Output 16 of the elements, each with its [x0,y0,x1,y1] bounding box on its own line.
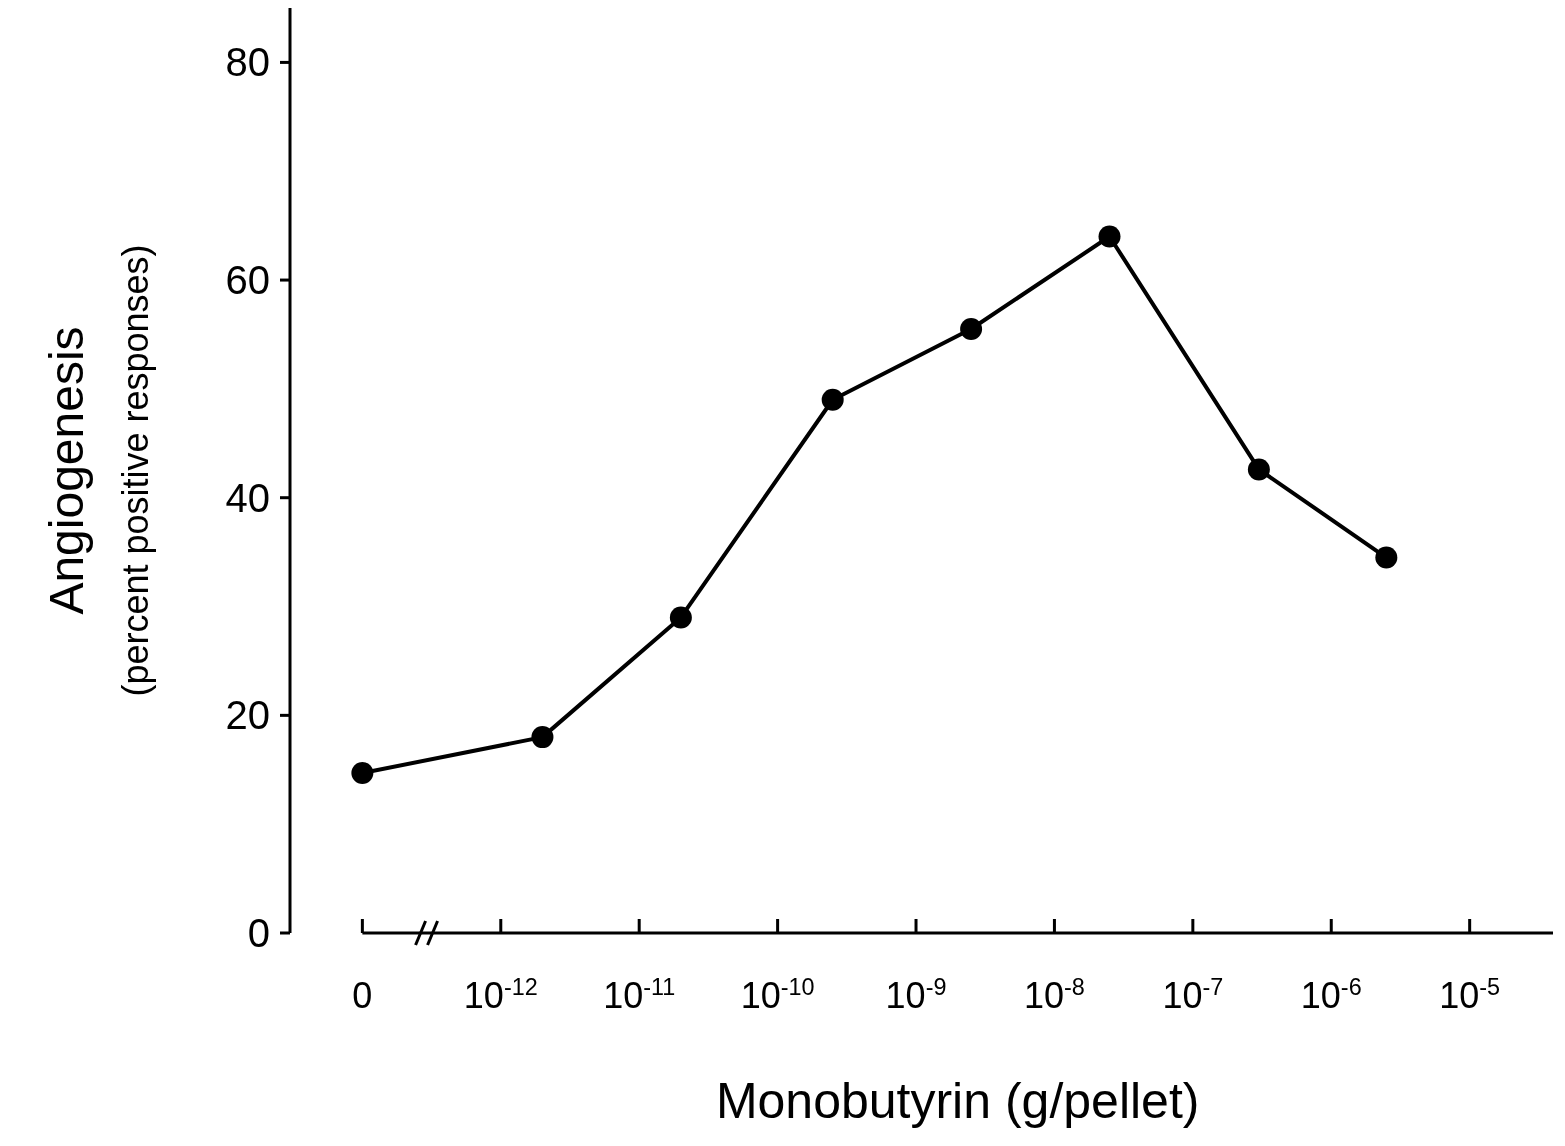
y-tick-label: 40 [225,475,270,520]
y-tick-label: 0 [247,911,270,955]
x-tick-label: 10$^{-12}$ [463,974,538,1016]
x-tick-label: 10$^{-7}$ [1162,974,1224,1016]
y-tick-label: 20 [225,693,270,738]
x-tick-label: 10$^{-6}$ [1300,974,1362,1016]
x-tick-label: 10$^{-10}$ [740,974,815,1016]
y-tick-label: 80 [225,40,270,85]
x-tick-label: 10$^{-9}$ [885,974,947,1016]
x-tick-label: 10$^{-11}$ [603,974,676,1016]
x-tick-label: 10$^{-5}$ [1439,974,1501,1016]
x-axis-title: Monobutyrin (g/pellet) [715,1073,1200,1129]
x-tick-label: 10$^{-8}$ [1024,974,1085,1016]
y-axis-title: Angiogenesis (percent positive responses) [40,244,156,697]
x-tick-label: 0 [352,975,373,1016]
y-tick-label: 60 [225,258,270,303]
